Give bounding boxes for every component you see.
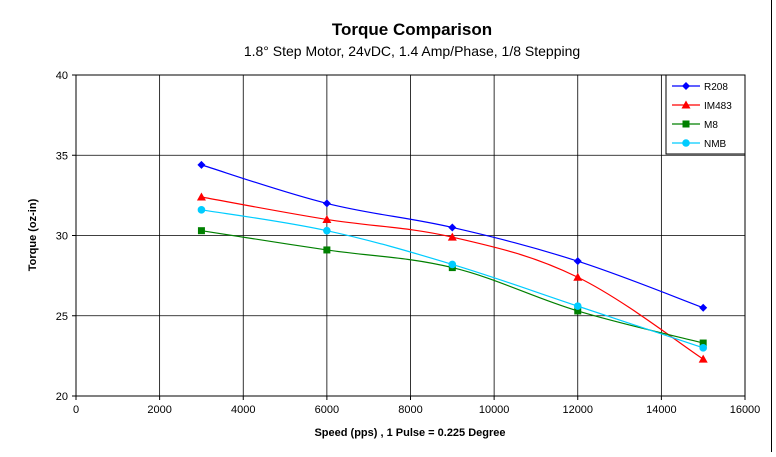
data-point-im483 [698, 354, 708, 363]
legend-marker-im483 [681, 100, 691, 109]
data-point-m8 [197, 227, 205, 235]
y-tick-label: 40 [56, 70, 68, 82]
y-tick-label: 20 [56, 391, 68, 403]
legend-label-m8: M8 [704, 120, 718, 131]
legend-entry-m8: M8 [672, 120, 718, 131]
x-tick-label: 2000 [147, 404, 171, 416]
data-point-nmb [323, 226, 331, 235]
legend-entry-nmb: NMB [672, 139, 727, 150]
data-point-r208 [573, 257, 582, 266]
data-point-nmb [448, 260, 457, 269]
data-point-nmb [699, 344, 707, 352]
legend-label-im483: IM483 [704, 101, 732, 112]
data-point-r208 [197, 160, 206, 169]
data-point-m8 [699, 339, 707, 347]
x-tick-label: 6000 [315, 404, 339, 416]
y-tick-label: 30 [56, 231, 68, 243]
x-tick-label: 0 [73, 404, 79, 416]
series-r208 [197, 160, 708, 312]
data-point-r208 [448, 223, 457, 232]
x-tick-label: 10000 [479, 404, 510, 416]
series-im483 [196, 192, 708, 363]
data-point-m8 [574, 307, 582, 315]
grid-lines [72, 74, 746, 400]
legend-label-r208: R208 [704, 82, 728, 93]
data-point-nmb [197, 206, 206, 214]
data-point-m8 [323, 246, 331, 254]
data-point-im483 [322, 214, 332, 223]
data-point-im483 [447, 232, 457, 241]
x-axis-tick-labels: 0 2000 4000 6000 8000 10000 12000 14000 16000 [73, 404, 760, 416]
x-tick-label: 14000 [646, 404, 677, 416]
legend-marker-r208 [682, 82, 690, 90]
legend-marker-nmb [682, 139, 690, 147]
x-tick-label: 12000 [562, 404, 593, 416]
data-point-r208 [322, 199, 331, 208]
y-axis-tick-labels: 20 25 30 35 40 [56, 70, 68, 403]
data-point-nmb [573, 302, 582, 310]
plot-area-border [75, 74, 746, 397]
x-tick-label: 4000 [231, 404, 255, 416]
series-nmb [197, 206, 707, 352]
legend-label-nmb: NMB [704, 139, 727, 150]
y-axis-label: Torque (oz-in) [27, 198, 39, 271]
legend-box [665, 74, 746, 155]
x-tick-label: 8000 [398, 404, 422, 416]
y-tick-label: 35 [56, 150, 68, 162]
legend-marker-m8 [682, 120, 690, 128]
x-axis-label: Speed (pps) , 1 Pulse = 0.225 Degree [314, 427, 505, 439]
data-series [196, 160, 708, 363]
data-point-im483 [196, 192, 206, 201]
data-point-im483 [573, 272, 583, 281]
data-point-r208 [699, 303, 708, 312]
y-tick-label: 25 [56, 311, 68, 323]
x-tick-label: 16000 [730, 404, 761, 416]
chart-subtitle: 1.8° Step Motor, 24vDC, 1.4 Amp/Phase, 1… [244, 43, 580, 59]
legend-entry-im483: IM483 [672, 100, 732, 112]
chart-legend: R208 IM483 M8 NMB [665, 74, 746, 155]
legend-entry-r208: R208 [672, 82, 728, 93]
chart-title: Torque Comparison [332, 20, 492, 39]
